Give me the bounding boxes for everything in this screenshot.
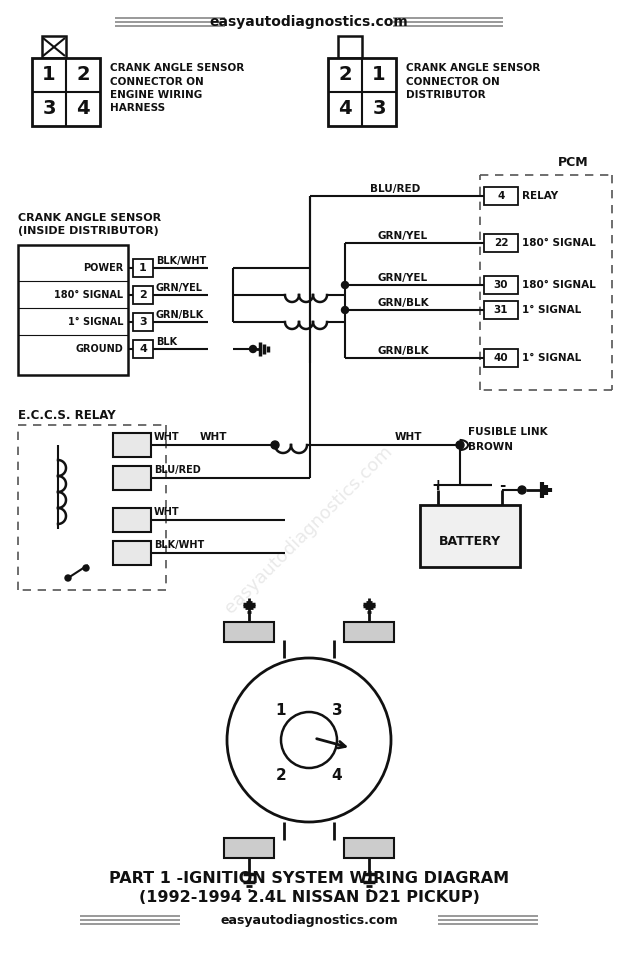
Text: 1: 1 <box>276 703 286 717</box>
Text: GRN/YEL: GRN/YEL <box>378 273 428 283</box>
Bar <box>484 301 518 319</box>
Text: 3: 3 <box>139 317 147 327</box>
Circle shape <box>518 486 526 494</box>
Text: 30: 30 <box>494 280 508 290</box>
Text: CRANK ANGLE SENSOR: CRANK ANGLE SENSOR <box>406 63 540 73</box>
Text: 1: 1 <box>372 66 386 84</box>
Text: DISTRIBUTOR: DISTRIBUTOR <box>406 90 486 100</box>
Text: 1: 1 <box>139 263 147 273</box>
Text: CRANK ANGLE SENSOR: CRANK ANGLE SENSOR <box>18 213 161 223</box>
Text: 22: 22 <box>494 238 508 248</box>
Text: 2: 2 <box>338 66 352 84</box>
Bar <box>484 276 518 294</box>
Text: 2: 2 <box>276 767 286 782</box>
Text: PCM: PCM <box>557 157 588 170</box>
Bar <box>113 466 151 490</box>
Bar <box>484 187 518 205</box>
Text: RELAY: RELAY <box>522 191 558 201</box>
Circle shape <box>250 346 256 353</box>
Text: WHT: WHT <box>154 432 180 442</box>
Text: GRN/BLK: GRN/BLK <box>378 346 430 356</box>
Circle shape <box>83 565 89 571</box>
Bar <box>18 245 128 375</box>
Bar <box>133 340 153 358</box>
Text: 1° SIGNAL: 1° SIGNAL <box>67 317 123 327</box>
Text: 3: 3 <box>372 100 386 119</box>
Text: BLK: BLK <box>156 337 177 347</box>
Bar <box>32 58 100 126</box>
Bar <box>224 622 274 642</box>
Circle shape <box>281 712 337 768</box>
Bar <box>133 286 153 304</box>
Text: 31: 31 <box>494 305 508 315</box>
Text: 180° SIGNAL: 180° SIGNAL <box>522 238 596 248</box>
Text: GRN/BLK: GRN/BLK <box>156 310 205 320</box>
Text: HARNESS: HARNESS <box>110 103 165 113</box>
Text: 2: 2 <box>76 66 90 84</box>
Text: CRANK ANGLE SENSOR: CRANK ANGLE SENSOR <box>110 63 244 73</box>
Text: 1° SIGNAL: 1° SIGNAL <box>522 353 582 363</box>
Circle shape <box>271 441 279 449</box>
Bar <box>113 541 151 565</box>
Text: 1° SIGNAL: 1° SIGNAL <box>522 305 582 315</box>
Bar <box>338 36 362 58</box>
Bar <box>113 433 151 457</box>
Text: WHT: WHT <box>395 432 423 442</box>
Text: BLU/RED: BLU/RED <box>370 184 420 194</box>
Text: easyautodiagnostics.com: easyautodiagnostics.com <box>220 913 398 926</box>
Text: 180° SIGNAL: 180° SIGNAL <box>522 280 596 290</box>
Text: ENGINE WIRING: ENGINE WIRING <box>110 90 202 100</box>
Text: BLU/RED: BLU/RED <box>154 465 201 475</box>
Bar <box>42 36 66 58</box>
Bar <box>113 508 151 532</box>
Text: PART 1 -IGNITION SYSTEM WIRING DIAGRAM: PART 1 -IGNITION SYSTEM WIRING DIAGRAM <box>109 870 509 886</box>
Text: FUSIBLE LINK: FUSIBLE LINK <box>468 427 548 437</box>
Circle shape <box>342 281 349 288</box>
Bar <box>133 313 153 331</box>
Text: BLK/WHT: BLK/WHT <box>154 540 205 550</box>
Text: 4: 4 <box>332 767 342 782</box>
Bar <box>328 58 396 126</box>
Text: GROUND: GROUND <box>75 344 123 354</box>
Text: easyautodiagnostics.com: easyautodiagnostics.com <box>222 443 396 617</box>
Text: 4: 4 <box>139 344 147 354</box>
Text: (1992-1994 2.4L NISSAN D21 PICKUP): (1992-1994 2.4L NISSAN D21 PICKUP) <box>138 890 480 905</box>
Text: BROWN: BROWN <box>468 442 513 452</box>
Text: 4: 4 <box>338 100 352 119</box>
Text: 4: 4 <box>76 100 90 119</box>
Text: 2: 2 <box>139 290 147 300</box>
Bar <box>484 234 518 252</box>
Bar <box>344 838 394 858</box>
Bar <box>344 622 394 642</box>
Circle shape <box>456 441 464 449</box>
Text: BATTERY: BATTERY <box>439 534 501 548</box>
Circle shape <box>227 658 391 822</box>
Text: CONNECTOR ON: CONNECTOR ON <box>110 77 204 87</box>
Text: GRN/BLK: GRN/BLK <box>378 298 430 308</box>
Text: POWER: POWER <box>83 263 123 273</box>
Text: easyautodiagnostics.com: easyautodiagnostics.com <box>210 15 408 29</box>
Text: 180° SIGNAL: 180° SIGNAL <box>54 290 123 300</box>
Text: 4: 4 <box>497 191 505 201</box>
Circle shape <box>342 307 349 314</box>
Bar <box>420 505 520 567</box>
Text: (INSIDE DISTRIBUTOR): (INSIDE DISTRIBUTOR) <box>18 226 159 236</box>
Text: 3: 3 <box>42 100 56 119</box>
Text: CONNECTOR ON: CONNECTOR ON <box>406 77 500 87</box>
Text: 40: 40 <box>494 353 509 363</box>
Text: +: + <box>431 477 444 493</box>
Bar <box>224 838 274 858</box>
Text: GRN/YEL: GRN/YEL <box>156 283 203 293</box>
Text: 1: 1 <box>42 66 56 84</box>
Text: WHT: WHT <box>154 507 180 517</box>
Text: WHT: WHT <box>200 432 227 442</box>
Text: 3: 3 <box>332 703 342 717</box>
Text: GRN/YEL: GRN/YEL <box>378 231 428 241</box>
Bar <box>133 259 153 277</box>
Circle shape <box>65 575 71 581</box>
Bar <box>484 349 518 367</box>
Text: BLK/WHT: BLK/WHT <box>156 256 206 266</box>
Text: E.C.C.S. RELAY: E.C.C.S. RELAY <box>18 409 116 421</box>
Text: -: - <box>499 477 505 493</box>
